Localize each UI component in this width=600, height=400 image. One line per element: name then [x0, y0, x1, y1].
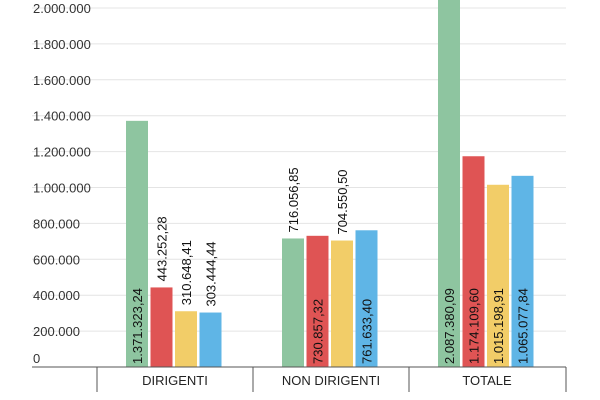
- x-axis: DIRIGENTI NON DIRIGENTI TOTALE: [32, 366, 567, 392]
- data-label: 704.550,50: [335, 169, 350, 234]
- bar: [306, 235, 329, 367]
- bar: [355, 230, 378, 367]
- data-labels: 1.371.323,24 443.252,28 310.648,41 303.444,…: [130, 167, 531, 364]
- data-label: 730.857,32: [311, 299, 326, 364]
- bar: [462, 156, 485, 367]
- y-tick-label: 800.000: [33, 216, 80, 231]
- gridlines: [32, 7, 566, 332]
- data-label: 716.056,85: [286, 167, 301, 232]
- data-label: 1.015.198,91: [491, 288, 506, 364]
- y-tick-label: 1.400.000: [33, 109, 91, 124]
- category-label: NON DIRIGENTI: [282, 373, 380, 388]
- y-tick-label: 400.000: [33, 288, 80, 303]
- category-label: TOTALE: [462, 373, 512, 388]
- y-tick-label: 0: [33, 351, 40, 366]
- data-label: 443.252,28: [155, 216, 170, 281]
- y-tick-label: 2.000.000: [33, 1, 91, 16]
- bar: [438, 0, 460, 367]
- bar: [487, 184, 509, 367]
- data-label: 761.633,40: [360, 299, 375, 364]
- bar: [199, 312, 222, 367]
- bar: [150, 287, 173, 367]
- bar: [175, 311, 197, 367]
- y-tick-label: 1.200.000: [33, 145, 91, 160]
- bar: [126, 120, 148, 368]
- y-tick-label: 600.000: [33, 252, 80, 267]
- bars: [126, 0, 534, 368]
- data-label: 303.444,44: [204, 241, 219, 306]
- data-label: 310.648,41: [179, 240, 194, 305]
- bar: [511, 175, 534, 367]
- bar: [282, 238, 304, 367]
- data-label: 2.087.380,09: [442, 288, 457, 364]
- y-tick-label: 1.600.000: [33, 73, 91, 88]
- y-tick-label: 1.800.000: [33, 37, 91, 52]
- y-tick-label: 200.000: [33, 324, 80, 339]
- data-label: 1.371.323,24: [130, 288, 145, 364]
- category-label: DIRIGENTI: [142, 373, 208, 388]
- y-tick-label: 1.000.000: [33, 181, 91, 196]
- data-label: 1.065.077,84: [516, 288, 531, 364]
- bar: [331, 240, 353, 367]
- data-label: 1.174.109,60: [467, 288, 482, 364]
- y-axis-ticks: 0 200.000 400.000 600.000 800.000 1.000.000 1.…: [33, 1, 91, 366]
